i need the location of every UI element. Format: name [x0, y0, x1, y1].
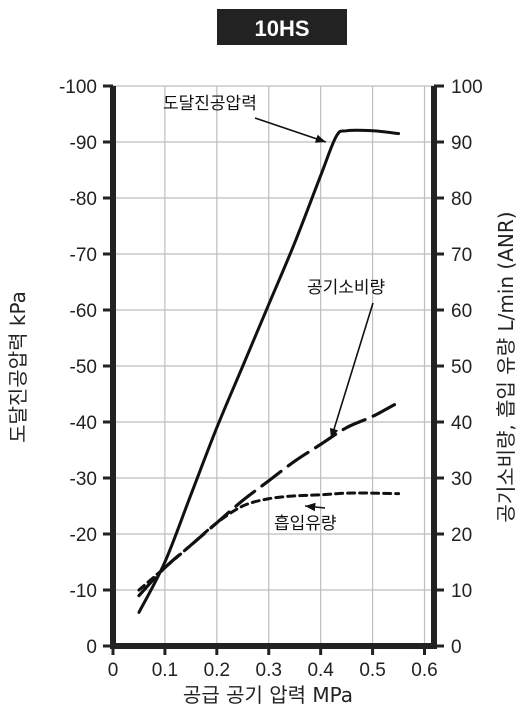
x-tick-label: 0	[108, 660, 119, 681]
grid	[113, 85, 434, 646]
x-tick-label: 0.3	[256, 660, 282, 681]
chart-title-badge	[217, 9, 347, 45]
ticks: 0 0.1 0.2 0.3 0.4 0.5 0.6 0 -10 -20 -30 -40 -50 -60 -7…	[59, 77, 483, 681]
series-group	[137, 128, 401, 614]
y-right-tick-label: 30	[451, 469, 472, 490]
y-right-tick-label: 0	[451, 637, 462, 658]
y-right-tick-label: 90	[451, 133, 472, 154]
y-left-tick-label: -30	[70, 469, 97, 490]
y-right-tick-label: 70	[451, 245, 472, 266]
x-axis-title: 공급 공기 압력 MPa	[183, 683, 353, 707]
annotations: 도달진공압력 공기소비량 흡입유량	[163, 94, 386, 534]
y-right-tick-label: 10	[451, 581, 472, 602]
series-line-air-consumption	[137, 400, 401, 598]
y-right-tick-label: 100	[451, 77, 483, 98]
y-right-tick-label: 50	[451, 357, 472, 378]
left-axis-title: 도달진공압력 kPa	[6, 291, 30, 443]
annotation-arrow-air-consumption	[330, 302, 374, 440]
y-left-tick-label: -40	[70, 413, 97, 434]
annotation-label-vacuum: 도달진공압력	[163, 94, 257, 114]
y-left-tick-label: -90	[70, 133, 97, 154]
series-line-suction-flow	[137, 491, 401, 592]
y-left-tick-label: -60	[70, 301, 97, 322]
y-right-tick-label: 60	[451, 301, 472, 322]
annotation-arrow-vacuum	[254, 117, 327, 143]
y-left-tick-label: 0	[86, 637, 97, 658]
y-left-tick-label: -80	[70, 189, 97, 210]
chart-title: 10HS	[254, 16, 309, 41]
x-tick-label: 0.2	[204, 660, 230, 681]
y-left-tick-label: -20	[70, 525, 97, 546]
y-right-tick-label: 80	[451, 189, 472, 210]
annotation-arrow-suction-flow-head	[305, 502, 316, 512]
x-tick-label: 0.4	[307, 660, 334, 681]
right-axis-title: 공기소비량, 흡입 유량 L/min (ANR)	[494, 211, 518, 522]
y-left-tick-label: -50	[70, 357, 97, 378]
y-right-tick-label: 20	[451, 525, 472, 546]
x-tick-label: 0.1	[152, 660, 178, 681]
annotation-arrow-vacuum-head	[314, 134, 326, 143]
annotation-label-suction-flow: 흡입유량	[274, 514, 337, 534]
y-left-tick-label: -100	[59, 77, 97, 98]
series-line-vacuum-pressure	[137, 128, 401, 614]
y-right-tick-label: 40	[451, 413, 472, 434]
y-left-tick-label: -70	[70, 245, 97, 266]
x-tick-label: 0.6	[411, 660, 437, 681]
x-tick-label: 0.5	[359, 660, 385, 681]
annotation-label-air-consumption: 공기소비량	[307, 278, 386, 298]
annotation-arrow-air-consumption-head	[329, 427, 339, 439]
y-left-tick-label: -10	[70, 581, 97, 602]
